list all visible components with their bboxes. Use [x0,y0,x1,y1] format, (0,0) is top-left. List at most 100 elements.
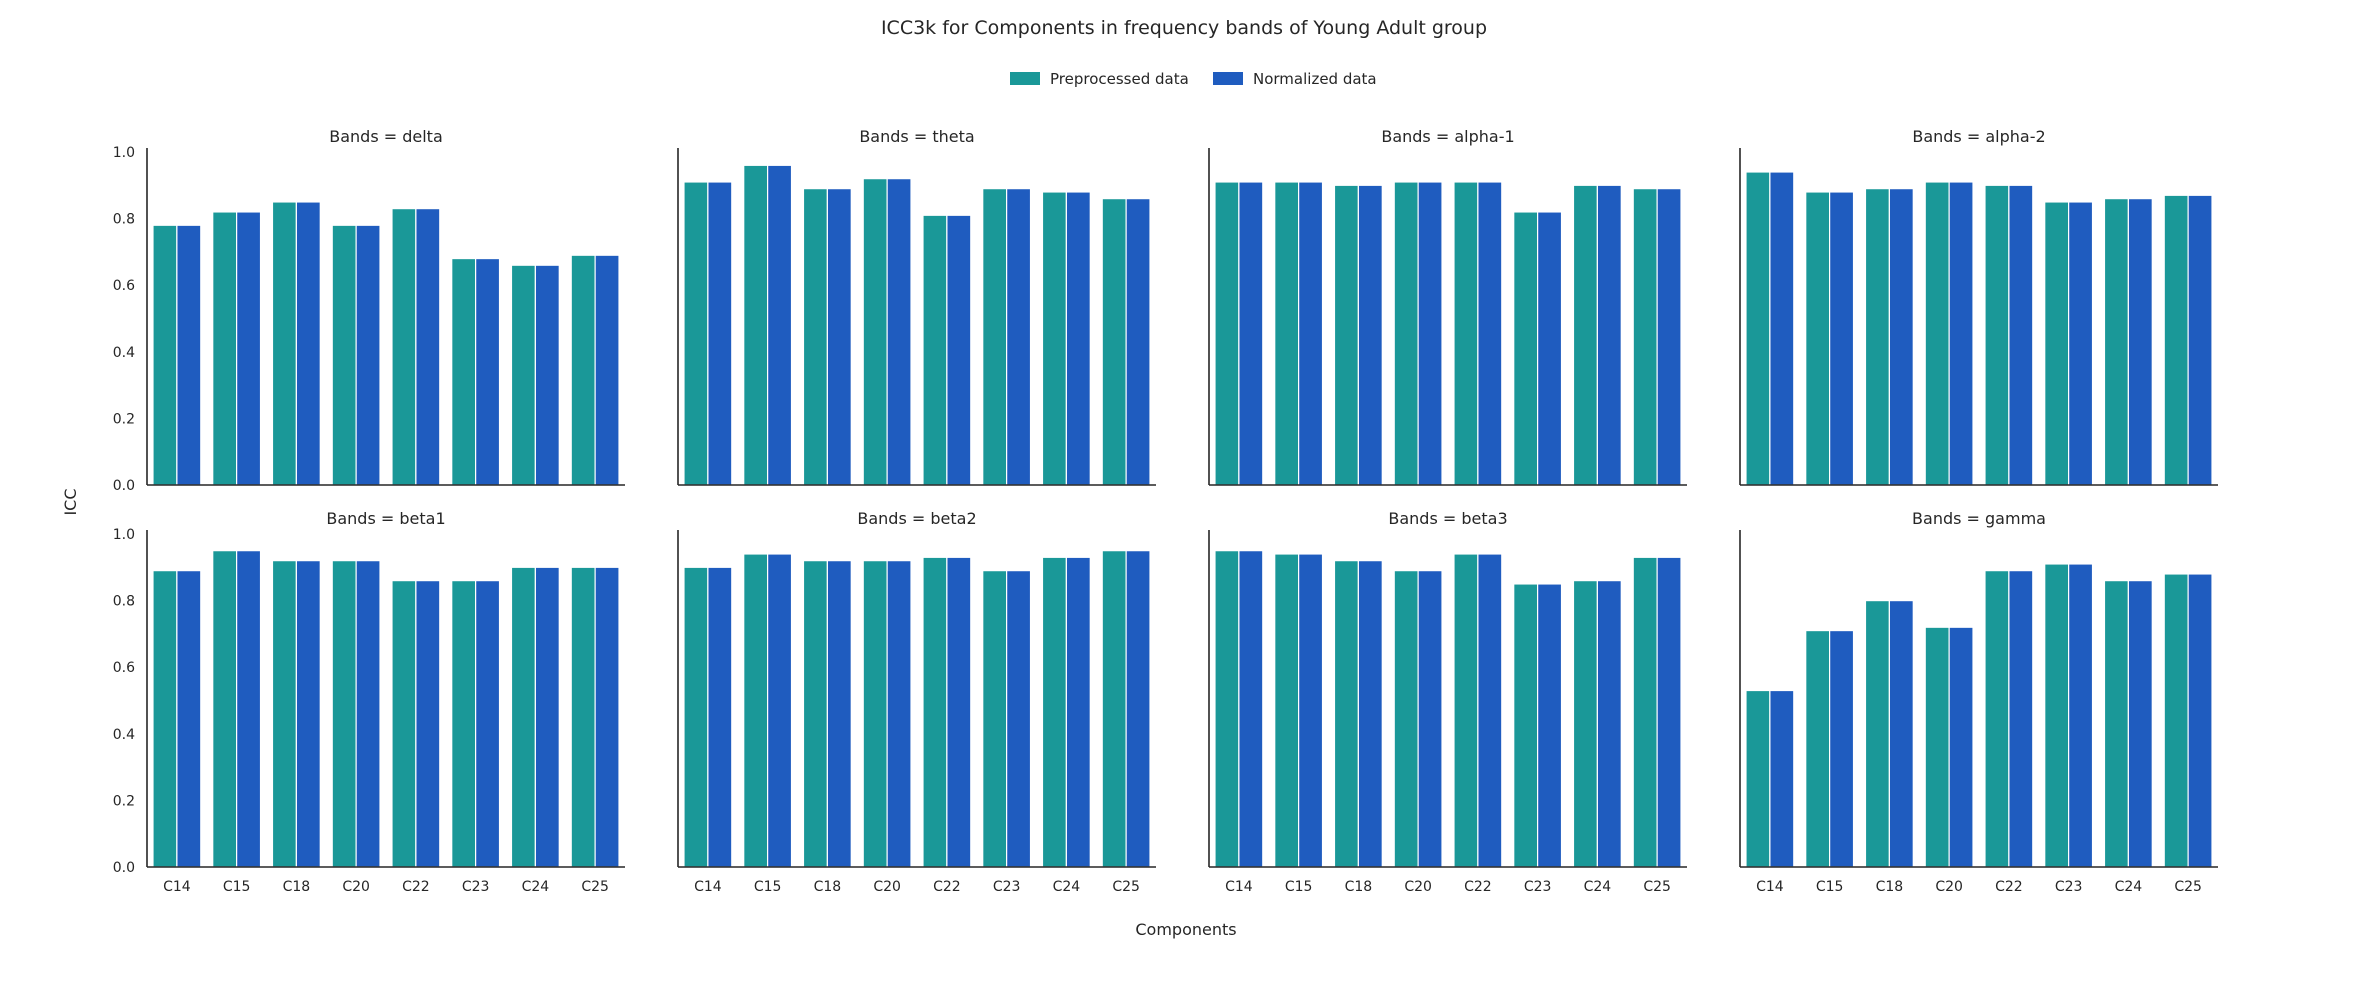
bar-preprocessed-C18 [1333,184,1359,486]
bar-normalized-C20 [886,178,912,486]
bar-normalized-C22 [415,208,441,486]
bar-preprocessed-C25 [1101,198,1127,486]
bar-normalized-C22 [946,556,972,868]
x-tick-label-C25: C25 [581,879,609,895]
legend-label-normalized: Normalized data [1253,70,1377,88]
bar-preprocessed-C24 [1041,556,1067,868]
bar-preprocessed-C25 [1101,550,1127,868]
x-tick-label-C20: C20 [873,879,901,895]
bar-normalized-C22 [2008,184,2034,486]
x-tick-label-C14: C14 [1225,879,1253,895]
chart-title: ICC3k for Components in frequency bands … [881,17,1487,39]
bar-normalized-C15 [767,553,793,868]
panel-title: Bands = delta [329,127,443,146]
bar-preprocessed-C25 [570,566,596,868]
bar-preprocessed-C22 [391,580,417,868]
bar-preprocessed-C24 [510,566,536,868]
bar-preprocessed-C23 [451,257,477,486]
panel-title: Bands = theta [859,127,974,146]
bar-preprocessed-C20 [331,560,357,868]
bar-normalized-C23 [475,580,501,868]
bar-preprocessed-C23 [2044,563,2070,868]
bar-preprocessed-C14 [683,181,709,486]
y-tick-label: 1.0 [113,145,135,161]
x-tick-label-C14: C14 [1756,879,1784,895]
bar-preprocessed-C18 [802,188,828,486]
bar-preprocessed-C23 [1513,583,1539,868]
bar-normalized-C25 [1125,198,1151,486]
x-tick-label-C22: C22 [402,879,430,895]
bar-preprocessed-C15 [1805,629,1831,868]
bar-preprocessed-C20 [862,560,888,868]
bar-preprocessed-C15 [1805,191,1831,486]
x-tick-label-C23: C23 [462,879,490,895]
x-tick-label-C23: C23 [1524,879,1552,895]
bar-preprocessed-C22 [922,556,948,868]
bar-normalized-C23 [1006,188,1032,486]
bar-normalized-C18 [295,560,321,868]
bar-preprocessed-C18 [1864,188,1890,486]
y-tick-label: 1.0 [113,527,135,543]
bar-preprocessed-C23 [451,580,477,868]
bar-preprocessed-C24 [1041,191,1067,486]
bar-normalized-C24 [1065,191,1091,486]
bar-preprocessed-C22 [1453,181,1479,486]
bar-preprocessed-C18 [1333,560,1359,868]
panel-title: Bands = beta2 [857,509,976,528]
bar-preprocessed-C14 [1214,181,1240,486]
bar-preprocessed-C20 [862,178,888,486]
bar-preprocessed-C20 [1393,570,1419,868]
bar-preprocessed-C15 [1274,181,1300,486]
bar-normalized-C24 [534,566,560,868]
panel-2: Bands = theta [677,127,1156,486]
bar-preprocessed-C14 [152,224,178,486]
y-tick-label: 0.6 [113,660,135,676]
legend-swatch-normalized [1213,72,1243,85]
bar-preprocessed-C14 [683,566,709,868]
bar-normalized-C25 [2187,573,2213,868]
x-tick-label-C24: C24 [2115,879,2143,895]
bar-normalized-C25 [1125,550,1151,868]
bar-normalized-C18 [1357,560,1383,868]
bar-normalized-C14 [176,224,202,486]
bar-preprocessed-C23 [1513,211,1539,486]
bar-normalized-C20 [1948,626,1974,868]
y-axis-label: ICC [61,488,80,515]
y-tick-label: 0.4 [113,727,135,743]
bar-normalized-C18 [826,560,852,868]
y-tick-label: 0.4 [113,345,135,361]
x-tick-label-C18: C18 [814,879,842,895]
bar-preprocessed-C20 [1924,626,1950,868]
bar-normalized-C25 [594,254,620,486]
x-tick-label-C25: C25 [1112,879,1140,895]
x-tick-label-C15: C15 [223,879,251,895]
bar-normalized-C20 [886,560,912,868]
x-tick-label-C24: C24 [1053,879,1081,895]
x-tick-label-C18: C18 [283,879,311,895]
bar-normalized-C22 [946,214,972,486]
bar-preprocessed-C23 [982,570,1008,868]
x-axis-label: Components [1135,920,1236,939]
bar-preprocessed-C14 [152,570,178,868]
bar-preprocessed-C24 [2103,198,2129,486]
panel-title: Bands = alpha-1 [1381,127,1514,146]
bar-preprocessed-C25 [570,254,596,486]
panel-4: Bands = alpha-2 [1739,127,2218,486]
bar-preprocessed-C15 [1274,553,1300,868]
bar-preprocessed-C24 [510,264,536,486]
bar-normalized-C25 [1656,556,1682,868]
bar-normalized-C15 [236,211,262,486]
bar-normalized-C24 [534,264,560,486]
bar-normalized-C15 [1829,629,1855,868]
bar-normalized-C23 [2068,201,2094,486]
bar-normalized-C22 [1477,181,1503,486]
x-tick-label-C23: C23 [2055,879,2083,895]
bar-normalized-C24 [1596,184,1622,486]
x-tick-label-C22: C22 [1464,879,1492,895]
x-tick-label-C24: C24 [522,879,550,895]
legend-label-preprocessed: Preprocessed data [1050,70,1189,88]
y-tick-label: 0.8 [113,594,135,610]
bar-preprocessed-C22 [922,214,948,486]
x-tick-label-C22: C22 [1995,879,2023,895]
y-tick-label: 0.2 [113,793,135,809]
